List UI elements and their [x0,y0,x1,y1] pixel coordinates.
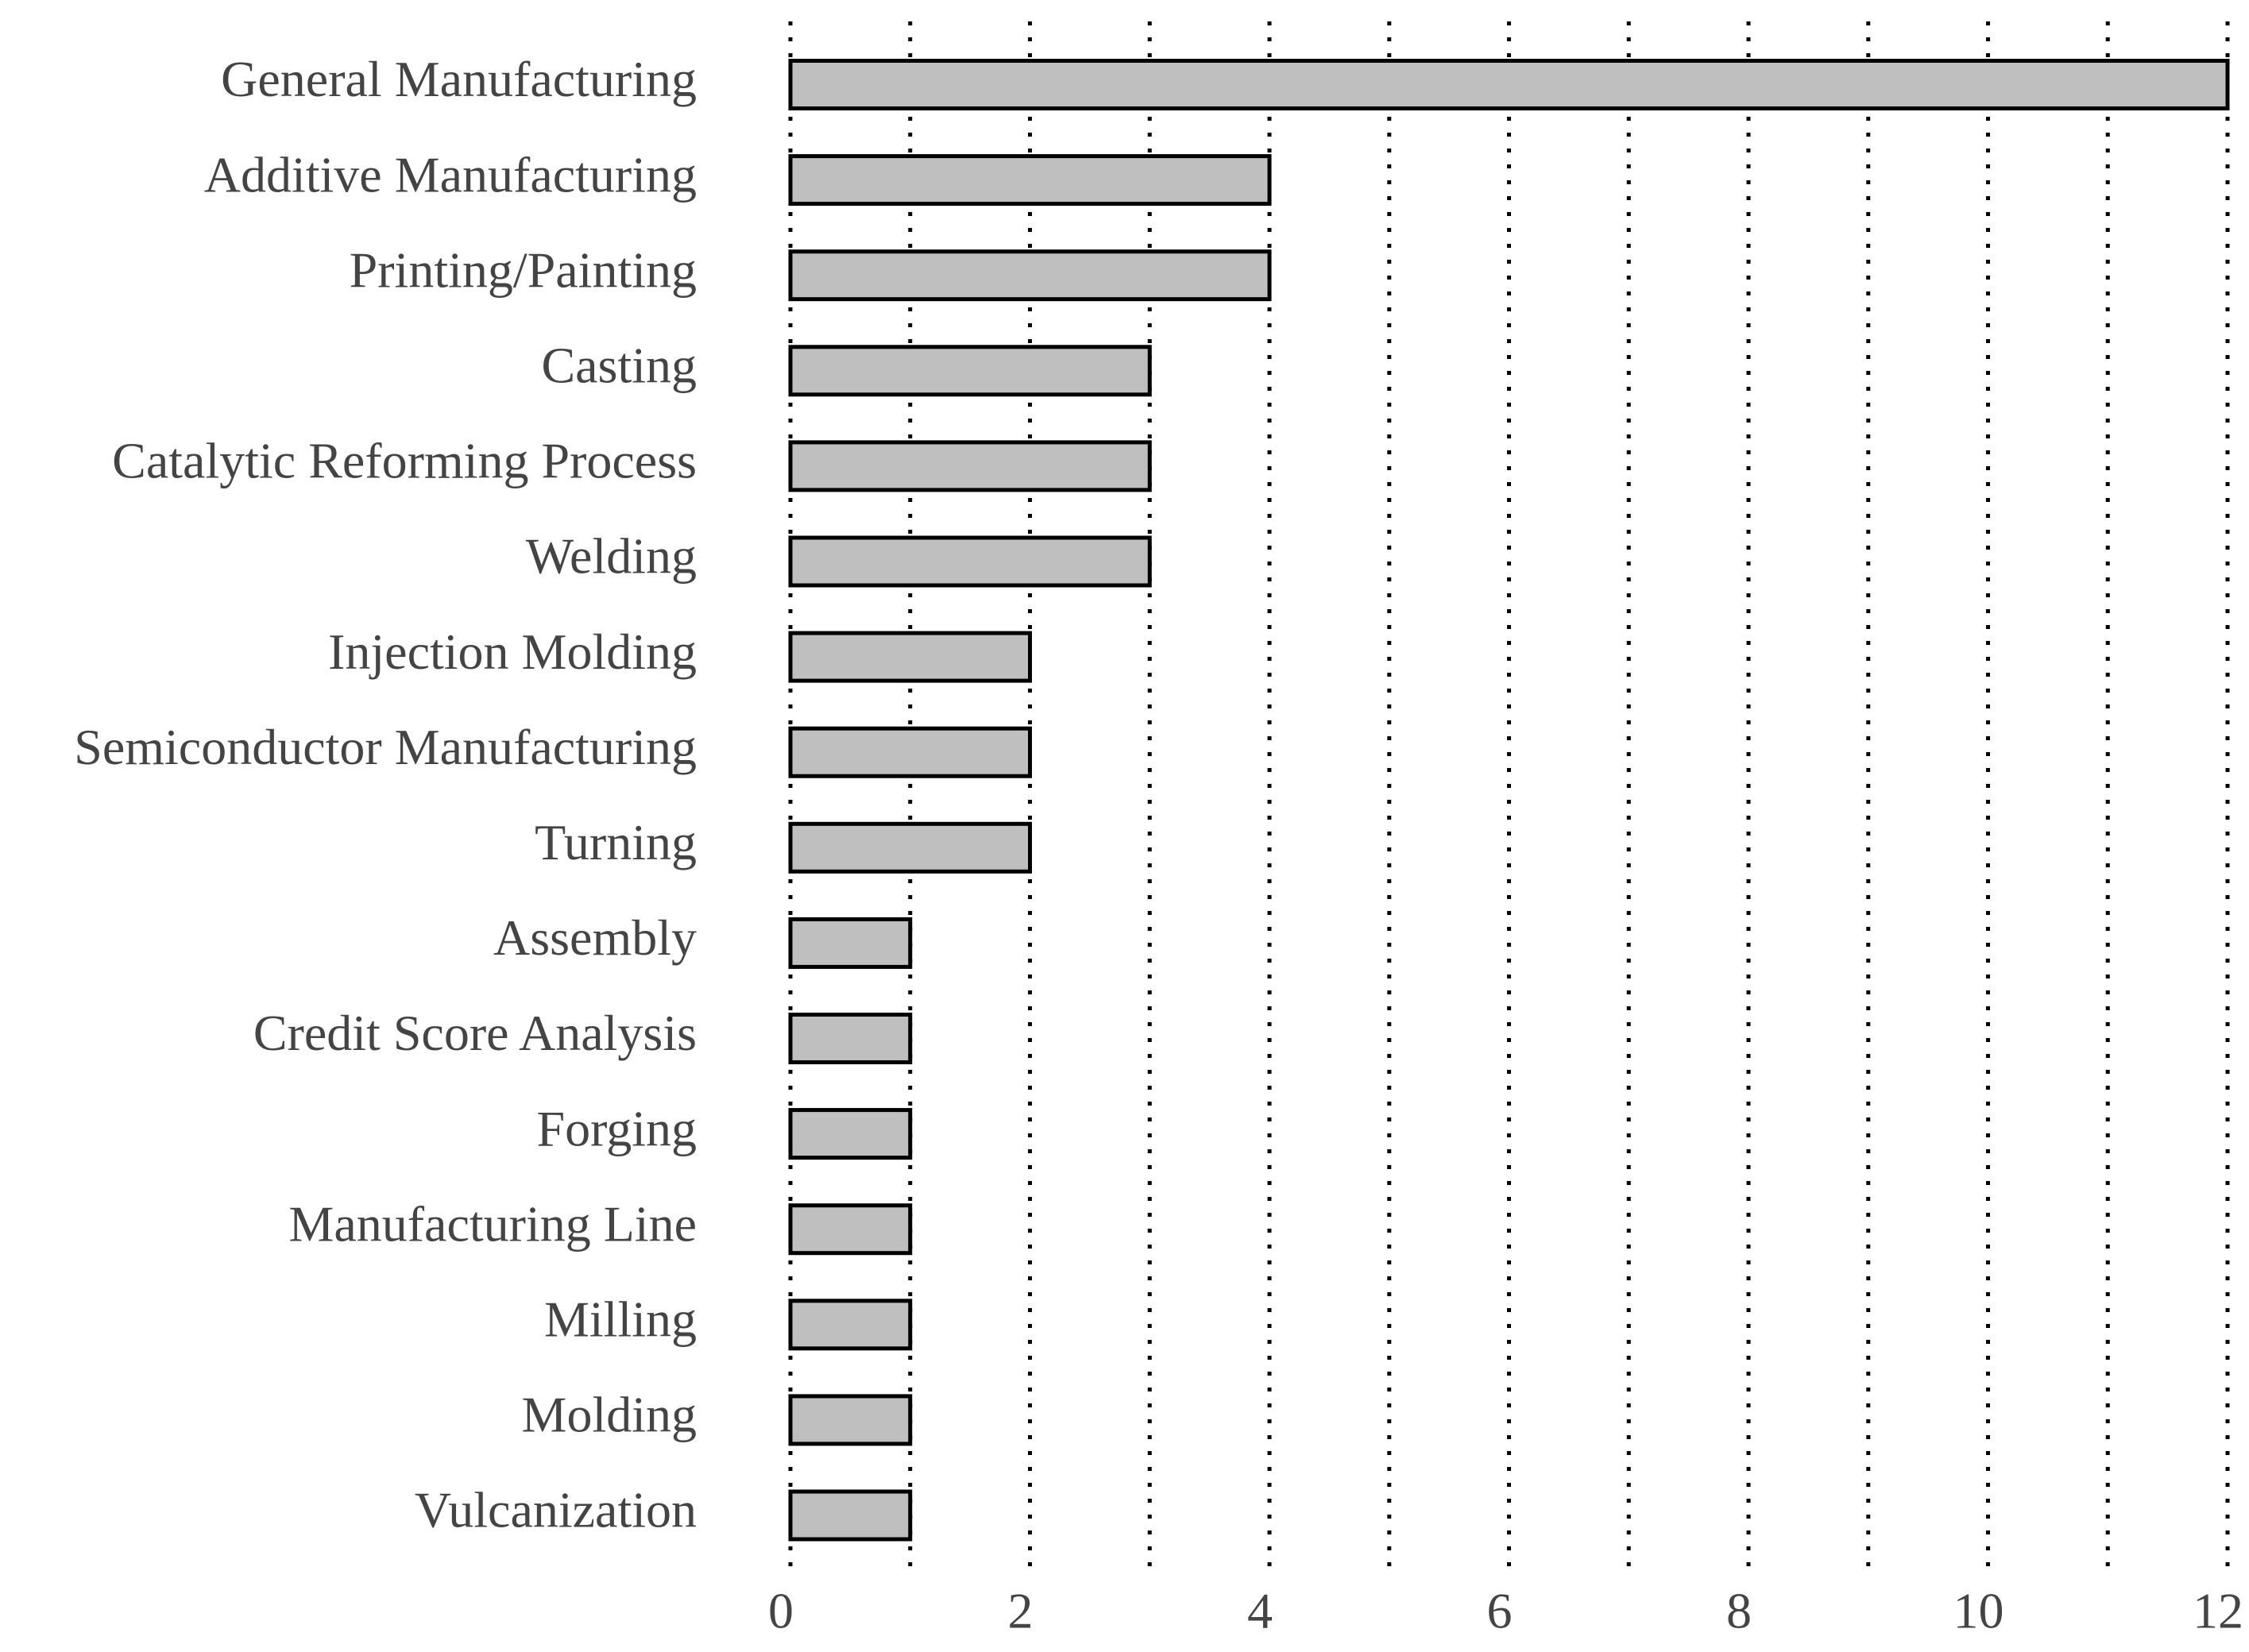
bar [788,249,1272,302]
x-tick-label: 2 [1008,1583,1034,1639]
bar [788,1203,913,1256]
y-tick-label: General Manufacturing [221,51,697,107]
y-tick-label: Assembly [493,909,697,966]
y-tick-label: Injection Molding [328,623,697,680]
y-tick-label: Vulcanization [415,1482,697,1538]
x-tick-label: 0 [768,1583,794,1639]
bar [788,917,913,969]
bar [788,535,1152,588]
bar [788,59,2230,110]
y-tick-label: Turning [535,814,697,870]
y-tick-label: Credit Score Analysis [253,1005,697,1061]
y-tick-label: Molding [522,1387,697,1443]
y-tick-label: Forging [536,1100,697,1156]
y-tick-label: Additive Manufacturing [204,146,697,203]
bar [788,726,1032,778]
y-tick-label: Milling [544,1291,697,1347]
x-tick-label: 6 [1487,1583,1513,1639]
y-tick-label: Printing/Painting [350,241,697,298]
bar [788,821,1032,874]
bar [788,631,1032,683]
y-tick-label: Manufacturing Line [288,1195,697,1252]
bar [788,1013,913,1064]
x-tick-label: 12 [2193,1583,2243,1639]
x-tick-label: 4 [1247,1583,1273,1639]
bar [788,345,1152,397]
bar [788,1299,913,1351]
bar [788,440,1152,492]
bar [788,154,1272,206]
bar [788,1108,913,1160]
x-tick-label: 10 [1953,1583,2004,1639]
bar [788,1489,913,1542]
y-tick-label: Catalytic Reforming Process [112,433,697,489]
bar [788,1394,913,1446]
y-tick-label: Welding [526,528,697,585]
y-tick-label: Casting [541,337,697,393]
y-tick-label: Semiconductor Manufacturing [74,719,697,775]
x-tick-label: 8 [1726,1583,1752,1639]
